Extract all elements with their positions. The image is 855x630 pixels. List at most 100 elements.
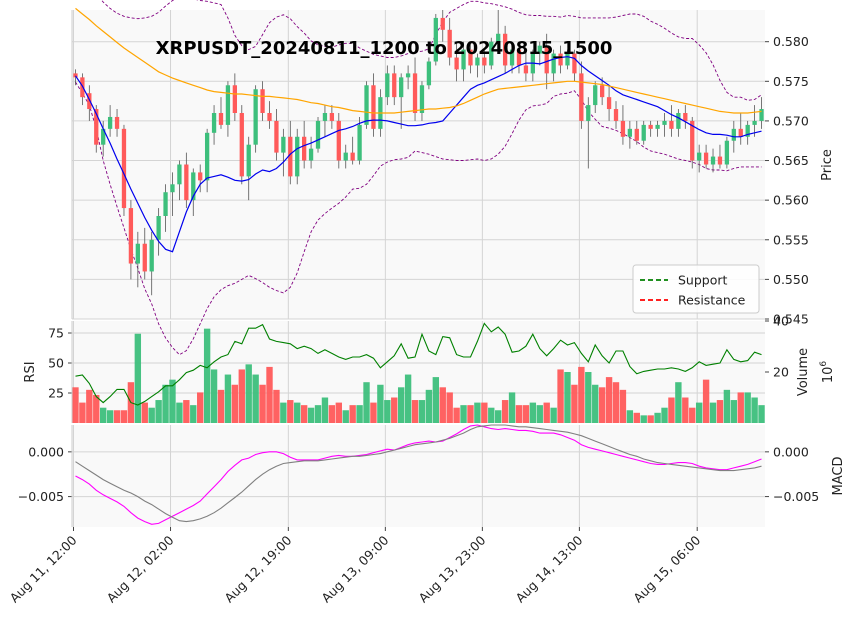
- volume-bar: [474, 402, 481, 423]
- volume-bar: [377, 384, 384, 423]
- candle-body: [461, 49, 466, 70]
- candle-body: [627, 128, 633, 137]
- volume-bar: [522, 405, 530, 423]
- volume-bar: [224, 374, 232, 423]
- legend: Support Resistance: [632, 264, 760, 314]
- volume-bar: [363, 382, 370, 423]
- rsi-layer: [75, 322, 762, 406]
- rsi-line: [75, 322, 762, 406]
- volume-bar: [439, 387, 446, 423]
- volume-bar: [169, 379, 176, 423]
- candle-body: [121, 128, 127, 209]
- volume-bar: [307, 407, 315, 423]
- candle-body: [641, 124, 646, 141]
- chart-title: XRPUSDT_20240811_1200 to 20240815_1500: [156, 38, 613, 59]
- candle-body: [502, 33, 508, 66]
- volume-bar: [203, 328, 211, 423]
- candle-body: [198, 172, 203, 181]
- candle-body: [399, 77, 404, 98]
- volume-bar: [384, 400, 391, 423]
- candle-body: [170, 184, 175, 193]
- volume-bar: [751, 397, 758, 423]
- price-axis-title: Price: [820, 149, 835, 181]
- candle-body: [412, 73, 418, 113]
- volume-bar: [571, 384, 578, 423]
- volume-y-tick-label: 40: [773, 314, 789, 329]
- volume-bar: [106, 410, 114, 423]
- candle-body: [371, 85, 376, 129]
- volume-bar: [592, 384, 599, 423]
- volume-bar: [217, 389, 225, 423]
- volume-bar: [300, 405, 308, 423]
- candle-body: [232, 85, 238, 113]
- volume-bar: [598, 387, 606, 423]
- macd-y-tick-label: 0.000: [28, 444, 64, 459]
- volume-bar: [647, 415, 654, 423]
- price-y-tick-label: 0.550: [773, 272, 809, 287]
- legend-label-support: Support: [678, 273, 728, 288]
- candle-body: [558, 53, 563, 66]
- candle-body: [322, 113, 328, 121]
- volume-bar: [481, 402, 488, 423]
- volume-bar: [495, 410, 502, 423]
- candle-body: [246, 144, 251, 177]
- volume-bar: [723, 389, 731, 423]
- candle-body: [239, 113, 244, 177]
- indicator-line-0: [75, 56, 762, 253]
- candle-body: [191, 172, 196, 201]
- volume-bar: [585, 372, 592, 423]
- price-y-tick-label: 0.580: [773, 34, 809, 49]
- candle-body: [107, 116, 113, 129]
- volume-unit-base: 10: [821, 367, 836, 384]
- candle-body: [579, 73, 584, 121]
- candle-body: [759, 109, 764, 121]
- candle-body: [114, 116, 120, 129]
- volume-bar: [252, 374, 259, 423]
- candle-body: [683, 113, 688, 121]
- candle-body: [537, 45, 542, 54]
- candle-body: [516, 49, 522, 66]
- volume-bar: [321, 397, 329, 423]
- volume-bar: [259, 384, 266, 423]
- volume-bar: [446, 392, 453, 423]
- macd-y-tick-label: −0.005: [18, 489, 64, 504]
- volume-bar: [397, 387, 405, 423]
- legend-label-resistance: Resistance: [678, 293, 746, 308]
- candle-body: [593, 85, 598, 106]
- volume-bar: [294, 402, 301, 423]
- macd-y-tick-label-right: −0.005: [773, 489, 819, 504]
- candle-body: [697, 152, 702, 161]
- candle-body: [177, 164, 182, 185]
- volume-bar: [578, 366, 585, 423]
- volume-bar: [709, 402, 717, 423]
- volume-bar: [314, 405, 322, 423]
- macd-axis-title: MACD: [831, 457, 846, 496]
- volume-unit-exponent: 6: [819, 361, 829, 367]
- rsi-y-tick-label: 75: [48, 326, 64, 341]
- x-tick-label: Aug 15, 06:00: [630, 532, 703, 605]
- candle-body: [489, 41, 494, 66]
- candle-body: [253, 89, 258, 145]
- volume-bar: [134, 333, 142, 423]
- candle-body: [308, 148, 314, 161]
- volume-bar: [93, 394, 100, 423]
- candle-body: [274, 120, 279, 153]
- volume-bar: [335, 402, 342, 423]
- volume-bar: [501, 400, 509, 423]
- candle-body: [620, 120, 626, 137]
- candle-body: [267, 113, 272, 121]
- candle-body: [731, 128, 736, 141]
- candle-body: [385, 73, 390, 98]
- candle-body: [94, 109, 99, 145]
- price-y-tick-label: 0.570: [773, 113, 809, 128]
- candle-body: [295, 136, 300, 177]
- candle-body: [468, 49, 473, 66]
- volume-bar: [619, 389, 627, 423]
- volume-bar: [183, 400, 190, 423]
- candle-body: [572, 53, 577, 74]
- candle-body: [724, 140, 730, 165]
- x-tick-label: Aug 13, 09:00: [318, 532, 391, 605]
- candle-body: [447, 29, 452, 58]
- indicator-layer: [75, 7, 762, 253]
- volume-bar: [411, 400, 419, 423]
